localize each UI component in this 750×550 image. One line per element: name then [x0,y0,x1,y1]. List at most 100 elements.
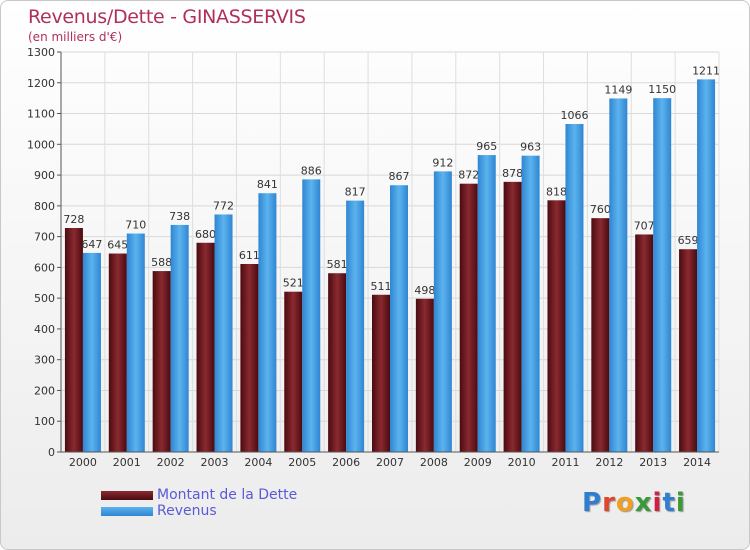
x-tick-label: 2011 [551,456,579,469]
data-label: 1149 [604,83,632,96]
data-label: 867 [389,170,410,183]
y-tick-label: 700 [34,231,55,244]
x-tick-label: 2006 [332,456,360,469]
data-label: 738 [169,210,190,223]
bar-dette [547,200,566,452]
bar-revenus [170,224,189,452]
bar-revenus [258,193,277,452]
logo-letter: i [652,488,663,518]
bar-dette [635,234,654,452]
bar-revenus [346,200,365,452]
x-tick-label: 2004 [244,456,272,469]
data-label: 707 [634,219,655,232]
chart-subtitle: (en milliers d'€) [28,30,123,44]
logo-letter: t [662,488,676,518]
data-label: 1211 [692,64,720,77]
x-tick-label: 2008 [420,456,448,469]
data-label: 818 [546,185,567,198]
y-tick-label: 900 [34,169,55,182]
y-tick-label: 1000 [27,138,55,151]
logo-letter: P [582,488,603,518]
bar-revenus [653,98,672,453]
bar-dette [459,183,478,452]
data-label: 872 [458,169,479,182]
data-label: 645 [107,239,128,252]
logo-letter: o [615,488,635,518]
bar-revenus [126,233,145,452]
bars: 728 647 645 710 588 738 680 772 611 841 521 886 581 8… [63,64,720,453]
bar-revenus [82,252,101,452]
data-label: 511 [371,280,392,293]
data-label: 760 [590,203,611,216]
data-label: 680 [195,228,216,241]
data-label: 581 [327,258,348,271]
data-label: 611 [239,249,260,262]
y-tick-label: 400 [34,323,55,336]
legend-label-dette: Montant de la Dette [157,487,298,503]
x-tick-label: 2000 [69,456,97,469]
bar-revenus [609,98,628,452]
logo-letter: x [634,488,653,518]
data-label: 772 [213,199,234,212]
x-tick-label: 2009 [464,456,492,469]
x-tick-label: 2001 [113,456,141,469]
y-tick-label: 600 [34,261,55,274]
bar-dette [415,298,434,452]
bar-dette [152,271,171,452]
bar-revenus [433,171,452,452]
data-label: 521 [283,277,304,290]
proxiti-logo: Proxiti [582,488,686,518]
data-label: 659 [678,234,699,247]
bar-revenus [214,214,233,452]
data-label: 1150 [648,83,676,96]
bar-dette [679,249,698,452]
y-tick-label: 1200 [27,77,55,90]
x-tick-label: 2007 [376,456,404,469]
legend-swatch-revenus [101,507,153,516]
data-label: 588 [151,256,172,269]
data-label: 841 [257,178,278,191]
bar-revenus [477,155,496,453]
bar-dette [503,181,522,452]
x-tick-label: 2002 [157,456,185,469]
bar-revenus [302,179,321,452]
bar-dette [591,218,610,452]
bar-revenus [521,155,540,452]
x-tick-label: 2013 [639,456,667,469]
data-label: 912 [432,156,453,169]
legend-swatch-dette [101,491,153,500]
y-tick-label: 1300 [27,46,55,59]
y-tick-label: 500 [34,292,55,305]
data-label: 817 [345,186,366,199]
bar-dette [196,242,215,452]
data-label: 878 [502,167,523,180]
bar-dette [64,228,83,452]
chart-title: Revenus/Dette - GINASSERVIS [28,6,306,28]
bar-revenus [390,185,408,452]
y-tick-label: 800 [34,200,55,213]
bar-dette [372,294,390,452]
y-tick-label: 0 [48,446,55,459]
bar-dette [240,264,259,452]
data-label: 728 [63,213,84,226]
y-tick-label: 100 [34,415,55,428]
data-label: 965 [476,140,497,153]
bar-revenus [697,79,716,452]
logo-letter: r [602,488,616,518]
legend-label-revenus: Revenus [157,503,217,519]
bar-revenus [565,124,584,452]
y-tick-label: 1100 [27,108,55,121]
x-tick-label: 2012 [595,456,623,469]
x-tick-label: 2003 [201,456,229,469]
x-tick-label: 2005 [288,456,316,469]
data-label: 963 [520,141,541,154]
bar-dette [328,273,347,452]
y-tick-label: 300 [34,354,55,367]
bar-dette [108,253,127,452]
data-label: 710 [125,219,146,232]
data-label: 498 [414,284,435,297]
bar-dette [284,291,303,452]
x-tick-label: 2014 [683,456,711,469]
